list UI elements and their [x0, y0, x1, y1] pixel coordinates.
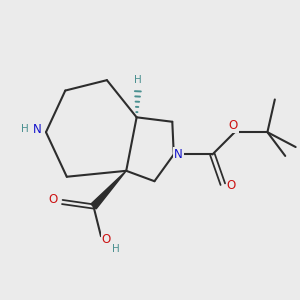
Text: H: H [21, 124, 28, 134]
Text: N: N [33, 123, 41, 136]
Polygon shape [91, 171, 126, 209]
Text: O: O [48, 193, 57, 206]
Text: N: N [174, 148, 183, 161]
Text: O: O [226, 179, 236, 192]
Text: H: H [112, 244, 120, 254]
Text: O: O [229, 119, 238, 132]
Text: O: O [102, 233, 111, 246]
Text: H: H [134, 75, 142, 85]
